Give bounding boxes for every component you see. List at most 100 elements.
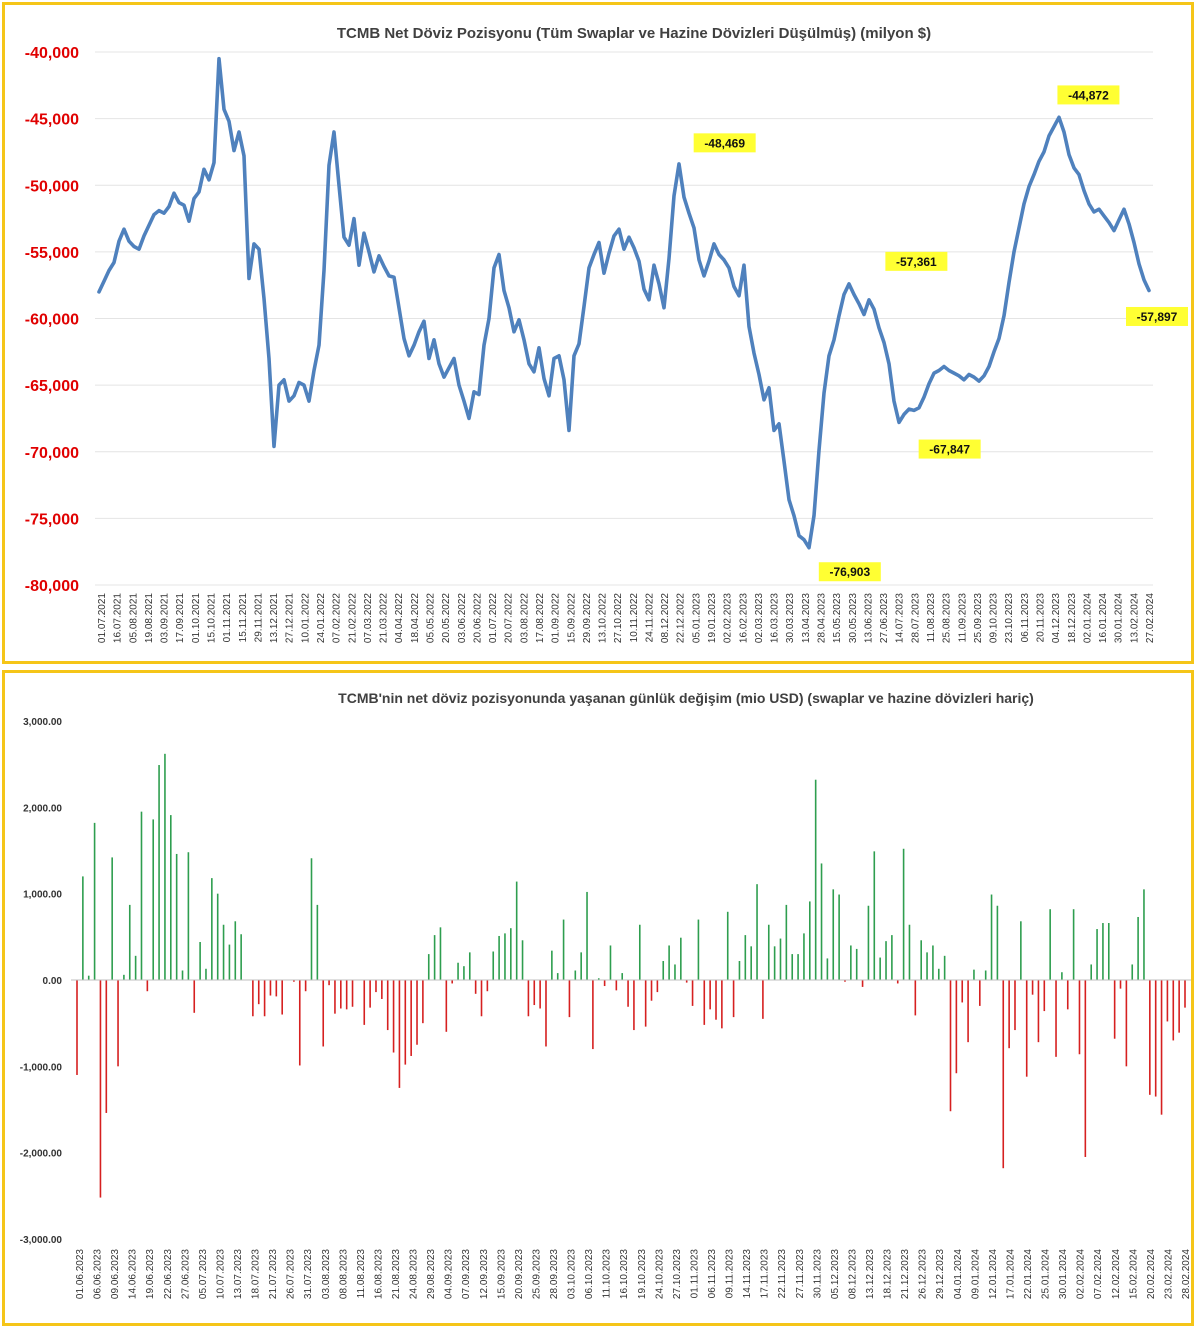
chart-title: TCMB'nin net döviz pozisyonunda yaşanan …	[338, 690, 1034, 706]
bar	[732, 980, 735, 1018]
bar	[316, 904, 319, 980]
bar	[82, 876, 84, 980]
x-tick-label: 09.01.2024	[970, 1249, 981, 1299]
x-tick-label: 18.07.2023	[251, 1249, 262, 1299]
x-tick-label: 19.10.2023	[637, 1249, 648, 1299]
bar	[955, 980, 958, 1074]
bar	[1025, 980, 1028, 1077]
bar	[340, 980, 342, 1009]
bar	[820, 863, 823, 980]
bar	[433, 935, 436, 980]
x-tick-label: 02.02.2024	[1076, 1249, 1087, 1299]
x-tick-label: 18.12.2023	[883, 1249, 894, 1299]
x-tick-label: 03.08.2023	[321, 1249, 332, 1299]
top-chart-panel: TCMB Net Döviz Pozisyonu (Tüm Swaplar ve…	[2, 2, 1194, 664]
bar	[779, 938, 782, 980]
x-tick-label: 20.07.2022	[504, 593, 515, 643]
bar	[873, 851, 876, 980]
x-tick-label: 09.10.2023	[989, 593, 1000, 643]
bar	[644, 980, 647, 1027]
bar	[492, 951, 495, 980]
bar	[721, 980, 723, 1029]
x-tick-label: 08.12.2023	[847, 1249, 858, 1299]
bar	[767, 924, 770, 980]
bar	[439, 927, 442, 980]
bar	[867, 905, 870, 980]
bar	[609, 945, 612, 980]
bar	[363, 980, 366, 1025]
x-tick-label: 02.03.2023	[754, 593, 765, 643]
callout-label: -44,872	[1068, 88, 1109, 102]
bar	[738, 961, 741, 980]
bar	[111, 857, 113, 980]
x-tick-label: 11.08.2023	[926, 593, 937, 643]
callout-label: -76,903	[829, 565, 870, 579]
bar	[1184, 980, 1186, 1008]
x-tick-label: 01.10.2021	[191, 593, 202, 643]
x-tick-label: 19.01.2023	[707, 593, 718, 643]
x-tick-label: 01.06.2023	[75, 1249, 86, 1299]
bar	[1172, 980, 1175, 1041]
bar	[943, 955, 946, 980]
y-axis-tick-labels: -40,000 -45,000 -50,000 -55,000 -60,000 -65,0…	[25, 45, 79, 595]
bar	[410, 980, 412, 1056]
x-tick-label: 09.06.2023	[110, 1249, 121, 1299]
callout-box	[1057, 85, 1120, 105]
x-tick-label: 29.11.2021	[253, 593, 264, 643]
bar	[709, 980, 711, 1010]
bar	[486, 980, 489, 992]
y-tick-label: -3,000.00	[20, 1235, 63, 1246]
bar	[93, 822, 96, 980]
bar	[592, 980, 594, 1050]
bar	[697, 919, 700, 980]
bar	[105, 980, 108, 1113]
x-tick-label: 04.04.2022	[394, 593, 405, 643]
bar	[152, 819, 155, 980]
bar	[240, 934, 242, 980]
x-tick-label: 12.01.2024	[988, 1249, 999, 1299]
series-group	[97, 56, 1151, 550]
bar	[1084, 980, 1087, 1157]
bar	[1107, 923, 1110, 980]
bar	[920, 940, 922, 980]
bar	[1178, 980, 1180, 1033]
bar	[744, 935, 747, 980]
bar	[404, 980, 407, 1065]
bar	[973, 969, 975, 980]
callout-box	[818, 562, 881, 582]
x-tick-label: 04.01.2024	[953, 1249, 964, 1299]
bar	[773, 946, 776, 980]
x-tick-label: 30.11.2023	[812, 1249, 823, 1299]
bar	[826, 958, 829, 980]
bar	[1166, 980, 1169, 1022]
bar	[334, 980, 336, 1014]
bar	[99, 980, 102, 1198]
callout-label: -57,361	[896, 255, 937, 269]
x-tick-label: 27.06.2023	[879, 593, 890, 643]
bar	[1043, 980, 1046, 1012]
x-tick-label: 19.08.2021	[144, 593, 155, 643]
bar	[398, 980, 401, 1088]
callout-box	[1126, 306, 1188, 326]
x-tick-label: 15.09.2022	[566, 593, 577, 643]
bar	[386, 980, 389, 1031]
x-tick-label: 30.01.2024	[1058, 1249, 1069, 1299]
bar	[1066, 980, 1069, 1010]
bar	[844, 980, 846, 982]
x-tick-label: 18.04.2022	[410, 593, 421, 643]
bar	[556, 973, 559, 980]
bar	[445, 980, 448, 1032]
bar	[322, 980, 325, 1047]
x-tick-label: 11.08.2023	[356, 1249, 367, 1299]
x-tick-label: 24.10.2023	[654, 1249, 665, 1299]
y-tick-label: -2,000.00	[20, 1149, 63, 1160]
bar	[222, 924, 225, 980]
bar	[855, 948, 858, 980]
bar	[1137, 916, 1139, 980]
bar	[680, 937, 682, 980]
x-tick-label: 24.11.2022	[644, 593, 655, 643]
x-tick-label: 23.10.2023	[1004, 593, 1015, 643]
bar	[422, 980, 424, 1024]
x-tick-label: 25.09.2023	[973, 593, 984, 643]
x-tick-label: 17.01.2024	[1005, 1249, 1016, 1299]
